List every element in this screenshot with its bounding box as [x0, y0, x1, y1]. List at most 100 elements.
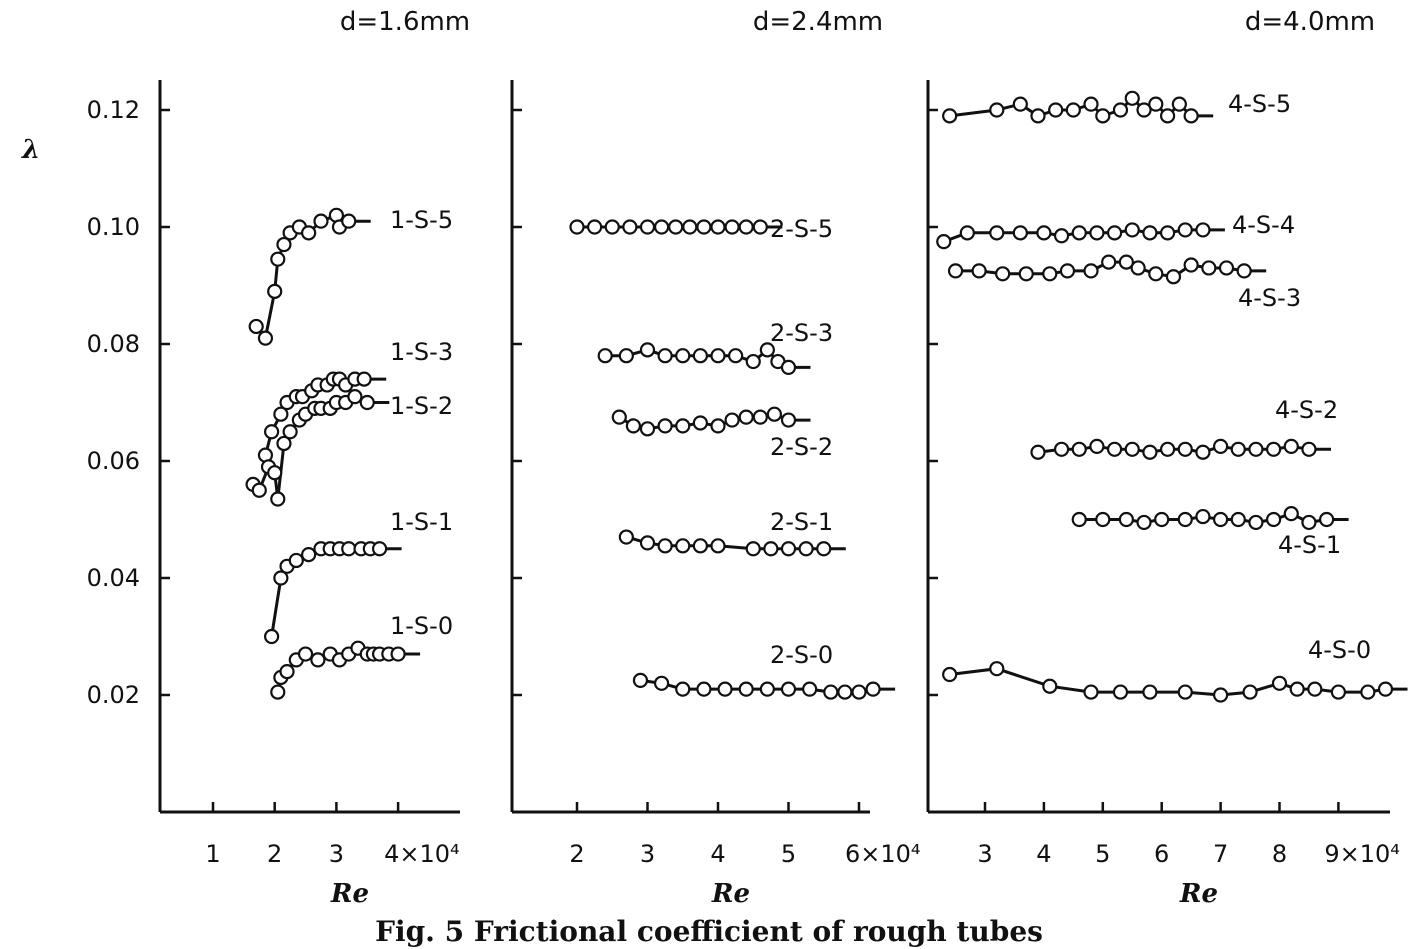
data-point	[1377, 681, 1394, 697]
data-point	[371, 541, 388, 557]
series-label: 4-S-0	[1308, 636, 1371, 664]
data-point	[675, 348, 691, 364]
data-point	[1212, 687, 1229, 703]
series-line	[949, 96, 1214, 119]
data-point	[251, 482, 267, 498]
data-point	[971, 263, 987, 279]
data-point	[798, 541, 814, 557]
data-point	[1030, 108, 1046, 124]
data-point	[745, 353, 761, 370]
data-point	[942, 666, 958, 683]
data-point	[390, 646, 406, 662]
data-point	[625, 418, 642, 434]
data-point	[267, 283, 283, 299]
data-point	[1248, 514, 1264, 531]
x-tick-label: 6	[1154, 840, 1169, 868]
data-point	[1118, 254, 1134, 270]
data-point	[639, 535, 656, 551]
x-tick-label: 2	[267, 840, 282, 868]
data-point	[1048, 102, 1064, 118]
data-point	[1095, 108, 1111, 124]
data-point	[611, 409, 627, 425]
series-1-S-1: 1-S-1	[264, 508, 453, 645]
figure-caption: Fig. 5 Frictional coefficient of rough t…	[375, 915, 1043, 948]
data-point	[310, 652, 326, 668]
data-point	[267, 465, 283, 481]
data-point	[248, 318, 264, 335]
data-point	[1195, 444, 1211, 460]
x-tick-label: 5	[781, 840, 796, 868]
data-point	[745, 541, 761, 557]
x-tick-label: 2	[569, 840, 584, 868]
data-point	[696, 681, 712, 697]
data-point	[942, 108, 958, 124]
data-point	[1301, 441, 1317, 457]
data-point	[696, 219, 712, 235]
data-point	[639, 219, 656, 235]
data-point	[1195, 222, 1211, 238]
data-point	[823, 684, 839, 700]
series-1-S-0: 1-S-0	[270, 612, 453, 700]
data-point	[618, 348, 634, 364]
data-point	[1183, 257, 1199, 273]
y-tick-label: 0.02	[87, 681, 140, 709]
data-point	[759, 342, 775, 358]
series-label: 4-S-1	[1278, 531, 1341, 559]
data-point	[301, 225, 317, 241]
x-tick-label: 6×10⁴	[845, 840, 921, 868]
data-point	[1248, 441, 1264, 457]
data-point	[675, 418, 691, 434]
series-line	[949, 667, 1408, 697]
series-label: 1-S-2	[390, 392, 453, 420]
data-point	[989, 661, 1005, 677]
data-point	[1271, 675, 1288, 691]
series-4-S-3: 4-S-3	[947, 254, 1301, 312]
data-point	[802, 681, 818, 697]
data-point	[1101, 254, 1117, 270]
series-label: 1-S-1	[390, 508, 453, 536]
data-point	[264, 424, 280, 440]
data-point	[989, 225, 1005, 241]
data-point	[653, 219, 670, 235]
data-point	[1148, 96, 1164, 112]
data-point	[1218, 260, 1235, 276]
data-point	[1118, 511, 1134, 528]
x-tick-label: 3	[329, 840, 344, 868]
data-point	[657, 418, 673, 434]
data-point	[1171, 96, 1187, 112]
data-point	[1036, 225, 1052, 241]
data-point	[1360, 684, 1376, 700]
data-point	[1136, 514, 1152, 531]
data-point	[1212, 438, 1229, 454]
series-4-S-5: 4-S-5	[942, 90, 1291, 124]
data-point	[738, 219, 754, 235]
series-label: 1-S-0	[390, 612, 453, 640]
data-point	[1018, 266, 1034, 282]
panel-2: d=2.4mm 2 3 4 5 6×10⁴ Re 2-S-5 2-S-3 2-S-2 2-S-1 2-…	[510, 7, 921, 909]
data-point	[780, 359, 797, 375]
series-label: 2-S-1	[770, 508, 833, 536]
series-4-S-0: 4-S-0	[942, 636, 1408, 703]
data-point	[270, 684, 286, 700]
x-tick-label: 5	[1095, 840, 1110, 868]
data-point	[1177, 511, 1193, 528]
x-axis-label: Re	[330, 879, 369, 909]
data-point	[1330, 684, 1347, 700]
x-tick-label: 8	[1272, 840, 1287, 868]
series-label: 2-S-2	[770, 433, 833, 461]
data-point	[728, 348, 744, 364]
data-point	[724, 412, 740, 428]
series-2-S-1: 2-S-1	[618, 508, 846, 557]
data-point	[1242, 684, 1258, 700]
data-point	[692, 538, 708, 554]
x-tick-label: 4	[710, 840, 725, 868]
data-point	[1106, 441, 1123, 457]
data-point	[1012, 225, 1028, 241]
panel-3: d=4.0mm 3 4 5 6 7 8 9×10⁴ Re 4-S-5 4-S-4 4-S-3 4-S-2…	[926, 7, 1408, 909]
series-2-S-0: 2-S-0	[632, 641, 896, 700]
data-point	[710, 538, 726, 554]
data-point	[1124, 90, 1140, 106]
x-tick-label: 3	[640, 840, 655, 868]
data-point	[270, 491, 286, 507]
y-tick-label: 0.08	[87, 330, 140, 358]
